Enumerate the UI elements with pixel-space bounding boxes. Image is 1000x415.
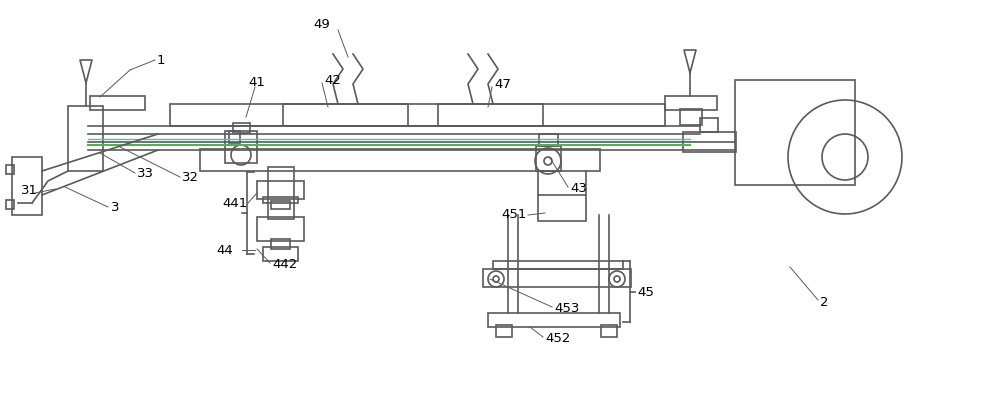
Bar [735, 80, 855, 185]
Bar [488, 313, 620, 327]
Text: 1: 1 [157, 54, 166, 66]
Bar [700, 118, 718, 132]
Bar [263, 197, 298, 203]
Text: 451: 451 [502, 208, 527, 222]
Bar [601, 325, 617, 337]
Bar [6, 165, 14, 174]
Bar [438, 104, 543, 126]
Bar [496, 325, 512, 337]
Text: 31: 31 [21, 185, 38, 198]
Bar [538, 195, 586, 221]
Text: 452: 452 [545, 332, 570, 346]
Text: 43: 43 [570, 183, 587, 195]
Bar [283, 104, 408, 126]
Text: 33: 33 [137, 168, 154, 181]
Text: 49: 49 [313, 19, 330, 32]
Bar [170, 104, 665, 126]
Text: 42: 42 [324, 73, 341, 86]
Bar [271, 239, 290, 249]
Bar [233, 123, 250, 133]
Bar [200, 149, 600, 171]
Bar [483, 269, 631, 287]
Bar [90, 96, 145, 110]
Bar [12, 157, 42, 215]
Bar [225, 131, 257, 163]
Bar [257, 181, 304, 199]
Bar [493, 261, 623, 269]
Bar [257, 217, 304, 241]
Bar [263, 247, 298, 261]
Text: 441: 441 [223, 198, 248, 210]
Bar [6, 200, 14, 209]
Bar [665, 96, 717, 110]
Text: 32: 32 [182, 171, 199, 185]
Bar [680, 109, 702, 125]
Bar [68, 106, 103, 171]
Bar [683, 132, 736, 152]
Bar [539, 134, 558, 146]
Text: 45: 45 [637, 286, 654, 298]
Text: 2: 2 [820, 295, 828, 308]
Text: 442: 442 [272, 259, 297, 271]
Text: 453: 453 [554, 303, 579, 315]
Bar [271, 201, 290, 209]
Bar [229, 131, 240, 143]
Text: 44: 44 [216, 244, 233, 257]
Bar [268, 167, 294, 219]
Bar [536, 146, 561, 171]
Text: 3: 3 [111, 202, 120, 215]
Text: 41: 41 [248, 76, 265, 88]
Text: 47: 47 [494, 78, 511, 91]
